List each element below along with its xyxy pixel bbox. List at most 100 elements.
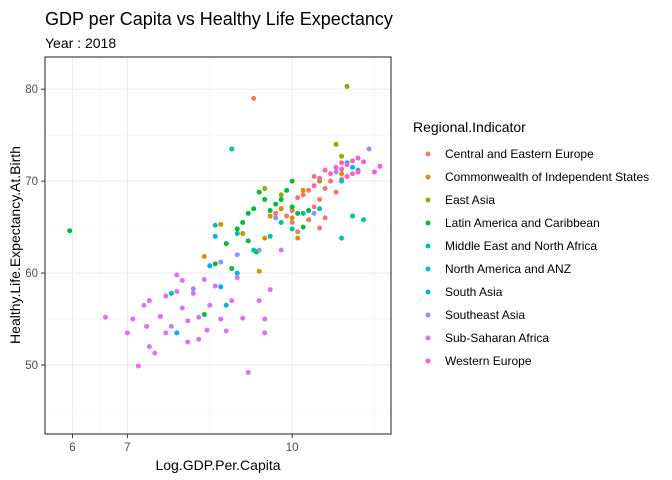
data-point	[174, 330, 180, 336]
data-point	[234, 270, 240, 276]
data-point	[300, 192, 306, 198]
data-point	[256, 247, 262, 253]
data-point	[300, 210, 306, 216]
y-tick-label: 70	[25, 176, 38, 188]
x-tick-label: 10	[286, 442, 299, 454]
legend-key	[425, 151, 431, 157]
data-point	[256, 189, 262, 195]
data-point	[179, 305, 185, 311]
data-point	[223, 302, 229, 308]
legend-title: Regional.Indicator	[413, 119, 526, 135]
data-point	[179, 277, 185, 283]
data-point	[333, 164, 339, 170]
legend: Central and Eastern Europe Commonwealth o…	[425, 147, 649, 368]
data-point	[196, 336, 202, 342]
data-point	[234, 252, 240, 258]
data-point	[344, 83, 350, 89]
data-point	[366, 146, 372, 152]
data-point	[322, 167, 328, 173]
legend-key	[425, 312, 431, 318]
data-point	[229, 298, 235, 304]
data-point	[207, 302, 213, 308]
data-point	[339, 153, 345, 159]
data-point	[273, 210, 279, 216]
data-point	[240, 220, 246, 226]
data-point	[190, 286, 196, 292]
data-point	[317, 175, 323, 181]
data-point	[322, 185, 328, 191]
data-point	[102, 314, 108, 320]
data-point	[306, 208, 312, 214]
data-point	[344, 174, 350, 180]
data-point	[333, 141, 339, 147]
y-tick-label: 60	[25, 268, 38, 280]
data-point	[339, 235, 345, 241]
data-point	[157, 313, 163, 319]
data-point	[201, 311, 207, 317]
legend-key	[425, 266, 431, 272]
data-point	[278, 220, 284, 226]
legend-label: Sub-Saharan Africa	[445, 331, 549, 345]
data-point	[273, 201, 279, 207]
x-axis-title: Log.GDP.Per.Capita	[155, 457, 280, 473]
data-point	[218, 316, 224, 322]
data-point	[311, 174, 317, 180]
data-point	[295, 229, 301, 235]
data-point	[163, 293, 169, 299]
data-point	[251, 247, 257, 253]
data-point	[311, 183, 317, 189]
data-point	[328, 171, 334, 177]
legend-label: Commonwealth of Independent States	[445, 170, 649, 184]
data-point	[141, 302, 147, 308]
data-point	[229, 265, 235, 271]
data-point	[201, 277, 207, 283]
data-point	[339, 160, 345, 166]
data-point	[212, 261, 218, 267]
legend-label: South Asia	[445, 285, 503, 299]
data-point	[267, 287, 273, 293]
data-point	[207, 263, 213, 269]
legend-key	[425, 289, 431, 295]
data-point	[212, 233, 218, 239]
data-point	[311, 204, 317, 210]
data-point	[229, 146, 235, 152]
data-point	[289, 208, 295, 214]
data-point	[223, 241, 229, 247]
data-point	[317, 206, 323, 212]
data-point	[168, 323, 174, 329]
data-point	[350, 158, 356, 164]
data-point	[223, 328, 229, 334]
data-point	[251, 95, 257, 101]
data-point	[355, 155, 361, 161]
data-point	[240, 231, 246, 237]
data-point	[130, 316, 136, 322]
data-point	[196, 314, 202, 320]
legend-key	[425, 335, 431, 341]
data-point	[339, 178, 345, 184]
legend-label: Central and Eastern Europe	[445, 147, 594, 161]
data-point	[234, 275, 240, 281]
data-point	[218, 259, 224, 265]
chart-title: GDP per Capita vs Healthy Life Expectanc…	[45, 9, 393, 29]
data-point	[273, 215, 279, 221]
data-point	[135, 363, 141, 369]
plot-border	[44, 56, 392, 435]
data-point	[317, 225, 323, 231]
data-point	[67, 228, 73, 234]
data-point	[306, 217, 312, 223]
data-point	[251, 206, 257, 212]
data-point	[339, 171, 345, 177]
data-point	[262, 316, 268, 322]
legend-label: Latin America and Caribbean	[445, 216, 600, 230]
data-point	[256, 268, 262, 274]
data-point	[372, 169, 378, 175]
data-point	[267, 208, 273, 214]
legend-label: Middle East and North Africa	[445, 239, 597, 253]
data-point	[289, 204, 295, 210]
y-tick-label: 50	[25, 360, 38, 372]
chart-subtitle: Year : 2018	[45, 35, 116, 51]
data-point	[295, 195, 301, 201]
data-point	[339, 166, 345, 172]
data-point	[124, 330, 130, 336]
